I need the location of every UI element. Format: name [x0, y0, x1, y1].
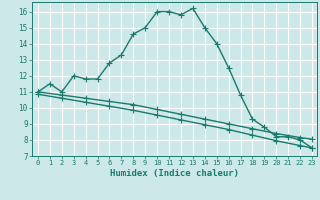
- X-axis label: Humidex (Indice chaleur): Humidex (Indice chaleur): [110, 169, 239, 178]
